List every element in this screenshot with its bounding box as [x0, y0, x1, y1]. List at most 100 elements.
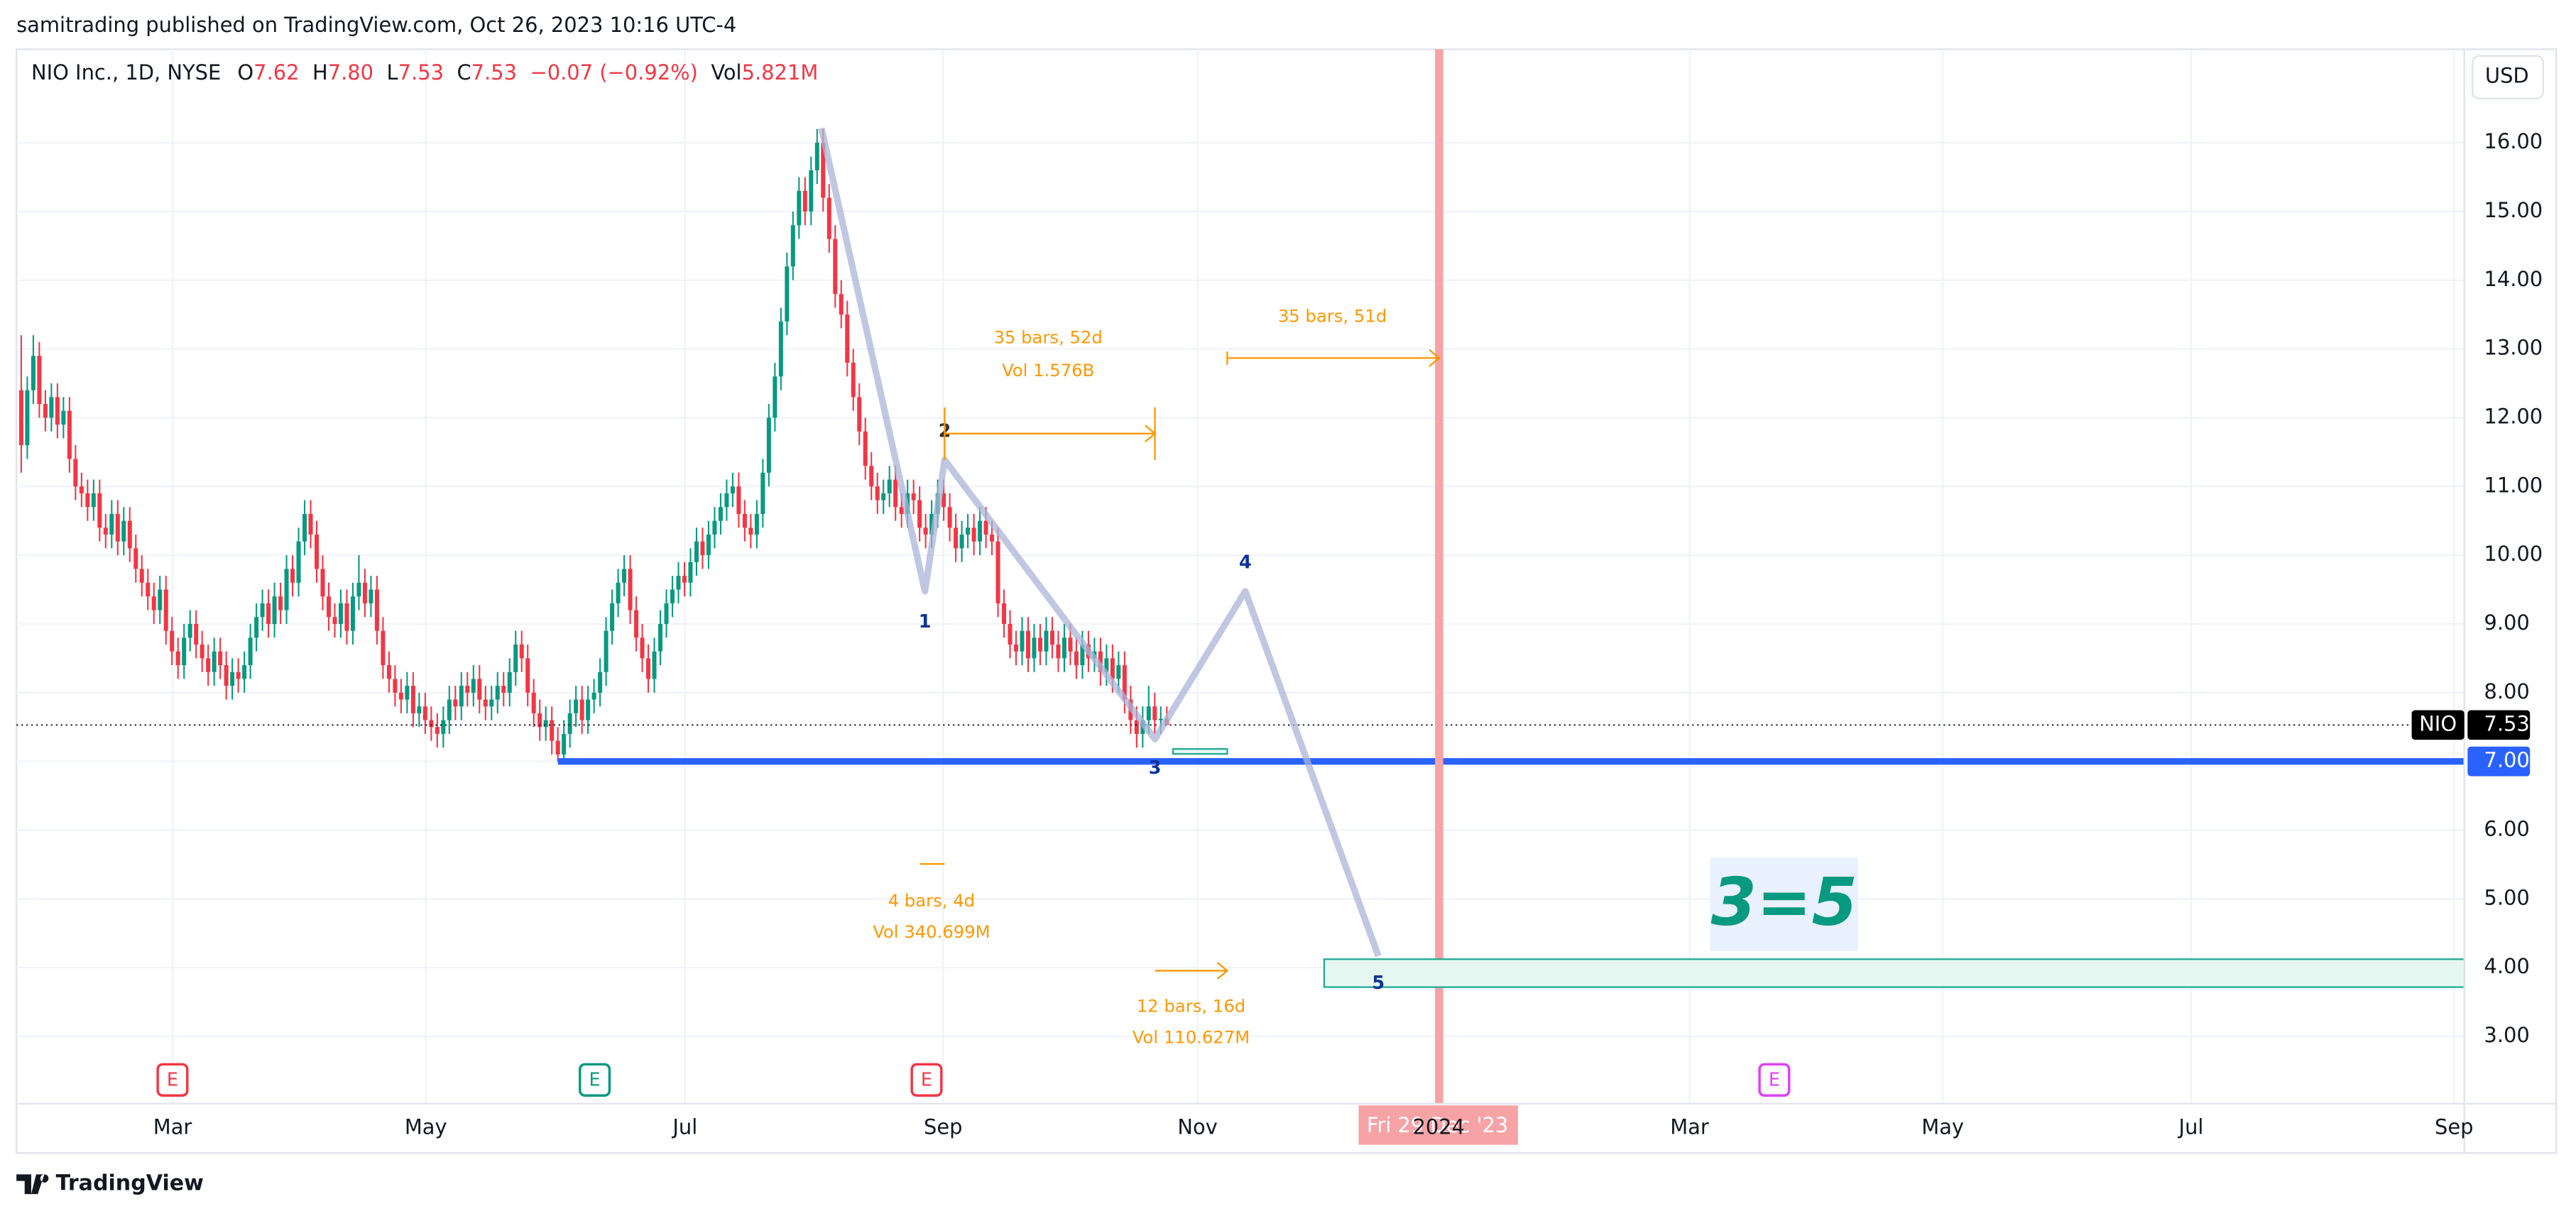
brand-name: TradingView	[56, 1171, 204, 1196]
legend: NIO Inc., 1D, NYSE O7.62 H7.80 L7.53 C7.…	[31, 60, 818, 84]
candle-body	[61, 410, 66, 425]
candle-body	[272, 596, 277, 624]
candle-body	[73, 459, 78, 487]
candle-body	[350, 596, 355, 631]
candle-body	[471, 679, 476, 693]
candle-body	[610, 603, 615, 631]
candle-body	[121, 520, 126, 542]
candle-body	[519, 644, 524, 659]
earnings-markers: E E E E	[156, 1063, 1791, 1097]
candle-body	[422, 706, 427, 721]
x-tick-label: Nov	[1177, 1115, 1217, 1139]
candle-body	[664, 603, 669, 624]
candle-body	[513, 644, 518, 672]
legend-change: −0.07 (−0.92%)	[530, 60, 698, 84]
candle-body	[206, 658, 211, 672]
publish-header: samitrading published on TradingView.com…	[16, 13, 736, 37]
x-tick-label: Jul	[671, 1115, 697, 1139]
measure-text: 12 bars, 16d	[1137, 995, 1245, 1016]
candle-body	[18, 390, 23, 446]
crosshair-date-box	[1358, 1105, 1518, 1145]
candle-body	[736, 486, 741, 515]
candle-body	[1020, 630, 1025, 652]
candle-body	[543, 720, 548, 728]
target-label-box	[1710, 857, 1858, 951]
candle-body	[1014, 644, 1019, 652]
candle-body	[531, 692, 536, 713]
levels	[16, 724, 2465, 765]
candle-body	[230, 672, 235, 686]
candle-body	[146, 582, 151, 597]
candle-body	[942, 493, 946, 508]
candle-body	[893, 479, 898, 508]
legend-value: 5.821M	[742, 60, 819, 84]
candle-body	[386, 665, 391, 679]
x-tick-label: 2024	[1412, 1115, 1465, 1139]
candle-body	[887, 479, 892, 493]
candle-body	[983, 520, 988, 535]
candle-body	[778, 321, 783, 377]
currency-box[interactable]	[2472, 55, 2544, 99]
y-tick-label: 13.00	[2484, 336, 2543, 360]
candle-body	[604, 630, 608, 672]
candle-body	[706, 535, 711, 556]
candle-body	[809, 170, 814, 212]
currency-label[interactable]: USD	[2485, 64, 2529, 88]
candle-body	[814, 143, 819, 170]
candle-body	[550, 720, 555, 741]
candle-body	[622, 569, 627, 583]
earnings-marker	[156, 1063, 189, 1097]
candle-body	[200, 644, 204, 659]
legend-key: O	[237, 60, 253, 84]
x-tick-label: Jul	[2178, 1115, 2204, 1139]
candle-body	[857, 397, 862, 432]
candle-body	[356, 582, 361, 597]
target-zone	[1323, 958, 2465, 988]
candle-body	[947, 507, 952, 528]
wave-label: 1	[919, 611, 932, 632]
candle-body	[158, 589, 163, 610]
candle-body	[1134, 720, 1139, 734]
y-tick-label: 9.00	[2484, 610, 2529, 635]
candle-body	[103, 527, 108, 535]
measure-arrow	[1429, 349, 1441, 367]
candle-body	[929, 514, 934, 535]
candle-body	[187, 623, 192, 638]
candle-body	[127, 520, 132, 549]
measure-arrow	[1144, 424, 1157, 443]
candle-body	[598, 672, 603, 693]
candle-body	[785, 266, 790, 322]
y-tick-label: 14.00	[2484, 267, 2543, 291]
candle-body	[85, 493, 90, 508]
candle-body	[55, 397, 60, 425]
candle-body	[839, 294, 844, 315]
symbol: NIO Inc., 1D, NYSE	[31, 60, 221, 84]
symbol-box	[2411, 710, 2465, 740]
candle-body	[278, 596, 283, 610]
candle-body	[254, 617, 259, 638]
annotations: 1 2 3 4 5 35 bars, 52d Vol 1.576B 35 bar…	[156, 49, 2465, 1104]
candle-body	[67, 410, 72, 459]
candle-body	[260, 603, 265, 618]
candle-body	[537, 713, 542, 728]
candle-body	[1068, 637, 1073, 652]
candle-body	[833, 239, 838, 295]
candle-body	[754, 514, 759, 535]
candle-body	[37, 356, 42, 405]
candle-body	[881, 493, 886, 500]
candle-body	[640, 637, 645, 659]
candle-body	[579, 699, 584, 721]
symbol-label: NIO	[2419, 711, 2457, 735]
candle-body	[405, 686, 410, 700]
candle-body	[344, 603, 349, 631]
candle-body	[1025, 630, 1031, 659]
candle-body	[248, 637, 253, 666]
legend-value: 7.80	[328, 60, 373, 84]
candle-body	[393, 679, 398, 693]
y-tick-label: 12.00	[2484, 404, 2543, 428]
candle-body	[477, 679, 482, 700]
earnings-label: E	[1769, 1069, 1780, 1090]
candle-body	[139, 569, 144, 583]
candle-body	[826, 197, 831, 239]
